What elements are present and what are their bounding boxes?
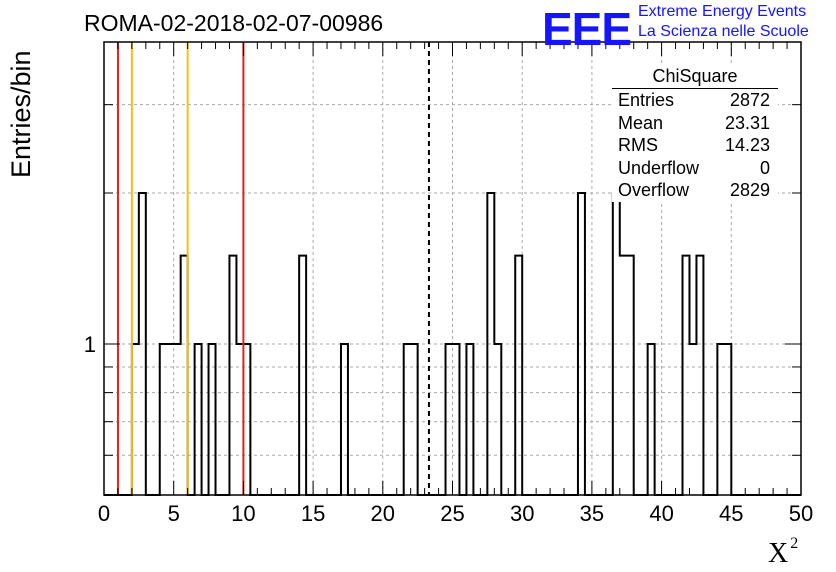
x-tick-label: 45 — [719, 501, 743, 526]
stats-row: Overflow 2829 — [618, 180, 770, 200]
logo-text-line1: Extreme Energy Events — [638, 3, 807, 20]
x-tick-label: 0 — [98, 501, 110, 526]
x-tick-label: 20 — [371, 501, 395, 526]
x-tick-label: 15 — [301, 501, 325, 526]
histogram-outline — [104, 192, 801, 496]
x-tick-label: 25 — [440, 501, 464, 526]
eee-logo: EEE — [542, 3, 632, 55]
x-tick-label: 10 — [231, 501, 255, 526]
x-tick-label: 5 — [168, 501, 180, 526]
y-axis-label: Entries/bin — [6, 50, 36, 178]
x-tick-label: 30 — [510, 501, 534, 526]
histogram-bars — [104, 192, 801, 496]
axis-ticks: 0 5 10 15 20 25 30 35 40 45 50 1 — [84, 41, 813, 526]
stats-row: Mean 23.31 — [618, 112, 770, 133]
stats-row: Underflow 0 — [618, 157, 770, 178]
marker-lines — [116, 42, 430, 495]
x-tick-label: 35 — [580, 501, 604, 526]
logo-text-line2: La Scienza nelle Scuole — [638, 23, 809, 40]
y-tick-label: 1 — [84, 332, 96, 357]
stats-row: RMS 14.23 — [618, 135, 770, 155]
x-tick-label: 50 — [789, 501, 813, 526]
stats-box: ChiSquare Entries 2872 Mean 23.31 RMS 14.23… — [612, 66, 778, 202]
x-tick-label: 40 — [649, 501, 673, 526]
chart-title: ROMA-02-2018-02-07-00986 — [84, 10, 384, 36]
stats-title: ChiSquare — [612, 66, 778, 89]
stats-row: Entries 2872 — [618, 90, 770, 110]
